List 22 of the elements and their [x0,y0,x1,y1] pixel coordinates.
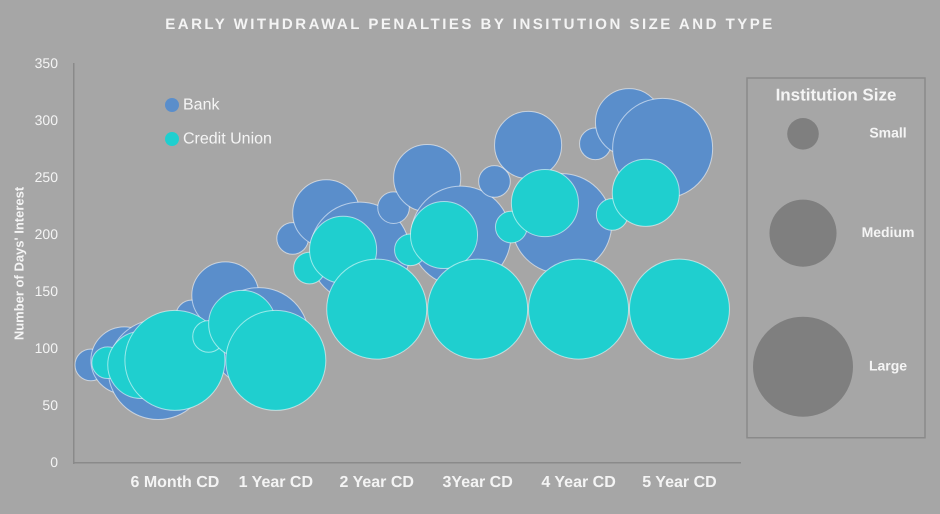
y-axis-title: Number of Days' Interest [11,186,26,340]
x-tick-label: 6 Month CD [130,474,220,492]
x-tick-label: 4 Year CD [541,474,616,492]
legend-label: Bank [183,96,220,114]
y-tick-label: 250 [34,168,58,185]
chart-title: EARLY WITHDRAWAL PENALTIES BY INSITUTION SIZE AND TYPE [165,16,775,34]
y-tick-label: 150 [34,282,58,299]
legend-label: Medium [862,224,914,240]
x-tick-label: 5 Year CD [642,474,717,492]
legend-label: Large [868,358,908,374]
y-tick-label: 200 [34,226,58,242]
legend-label: Credit Union [183,130,272,148]
legend-label: Small [869,124,907,141]
x-tick-label: 3Year CD [442,474,513,492]
y-tick-label: 100 [34,340,58,356]
x-tick-label: 2 Year CD [340,474,414,492]
y-tick-label: 350 [34,54,58,71]
legend-title: Institution Size [776,86,896,105]
y-tick-label: 300 [34,112,58,128]
y-tick-label: 0 [50,454,58,470]
x-tick-label: 1 Year CD [238,474,314,492]
y-tick-label: 50 [42,396,58,413]
